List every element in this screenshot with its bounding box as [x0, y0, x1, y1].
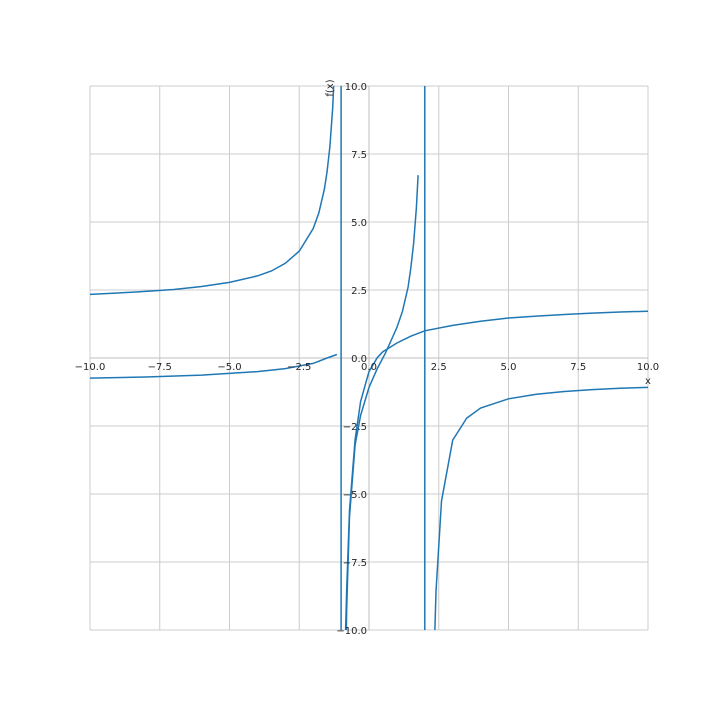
y-tick-label: 7.5: [351, 150, 367, 161]
x-tick-label: 7.5: [570, 362, 586, 373]
x-axis-label: x: [645, 376, 651, 387]
y-tick-label: −10.0: [336, 626, 367, 637]
x-tick-label: 2.5: [431, 362, 447, 373]
x-tick-label: −10.0: [75, 362, 106, 373]
x-tick-label: 10.0: [637, 362, 659, 373]
y-tick-label: −2.5: [343, 422, 367, 433]
x-tick-label: −5.0: [217, 362, 241, 373]
x-tick-label: −2.5: [287, 362, 311, 373]
y-tick-label: −7.5: [343, 558, 367, 569]
y-tick-label: 0.0: [351, 354, 367, 365]
y-axis-label: f(x): [325, 79, 336, 96]
y-tick-label: 5.0: [351, 218, 367, 229]
x-tick-label: 5.0: [501, 362, 517, 373]
y-tick-label: 10.0: [345, 82, 367, 93]
y-tick-label: −5.0: [343, 490, 367, 501]
y-tick-label: 2.5: [351, 286, 367, 297]
x-tick-label: −7.5: [148, 362, 172, 373]
